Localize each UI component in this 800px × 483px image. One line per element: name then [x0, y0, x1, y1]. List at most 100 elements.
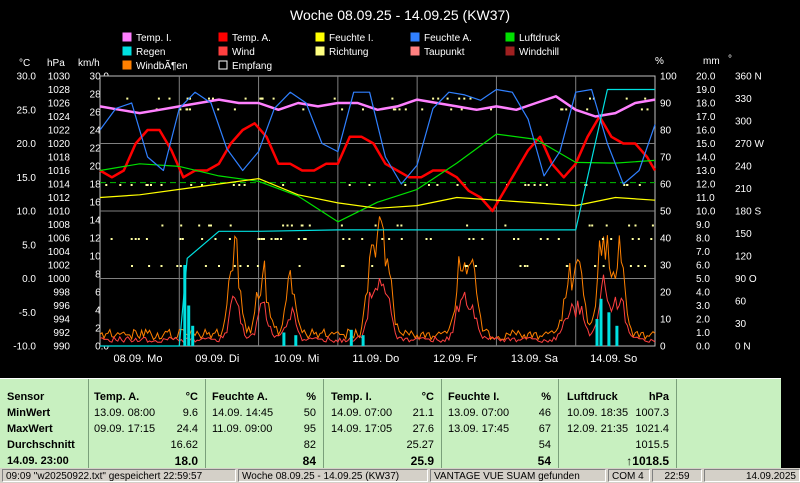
luftdruck-current: ↑1018.5: [626, 454, 669, 468]
luftdruck-panel: Luftdruck hPa 10.09. 18:35 1007.3 12.09. 2…: [559, 379, 677, 469]
wind-axis-unit: km/h: [78, 58, 100, 69]
direction-point: [629, 265, 632, 267]
direction-point: [472, 238, 475, 240]
wind-tick-label: 22.0: [90, 144, 110, 155]
feuchte-a-min-time: 14.09. 14:45: [212, 407, 274, 419]
pressure-tick-label: 1002: [48, 261, 71, 272]
direction-point: [130, 238, 133, 240]
rain-tick-label: 1.0: [696, 328, 710, 339]
legend-label: Empfang: [232, 61, 272, 72]
feuchte-a-max-time: 11.09. 09:00: [212, 423, 273, 435]
direction-point: [539, 238, 542, 240]
humidity-tick-label: 30: [660, 261, 672, 272]
humidity-tick-label: 70: [660, 153, 672, 164]
direction-point: [469, 97, 472, 100]
direction-point: [400, 224, 403, 227]
rain-bar: [191, 325, 195, 347]
humidity-axis-unit: %: [655, 56, 664, 67]
temp-axis-unit: °C: [19, 58, 30, 69]
rain-tick-label: 16.0: [696, 126, 716, 137]
feuchte-i-current: 54: [537, 454, 551, 468]
direction-point: [333, 97, 336, 100]
rain-bar: [361, 335, 365, 346]
legend-swatch: [505, 32, 515, 42]
direction-point: [204, 265, 207, 267]
direction-tick-label: 90 O: [735, 274, 757, 285]
direction-point: [610, 238, 613, 240]
temp-i-min-time: 14.09. 07:00: [331, 407, 393, 419]
humidity-tick-label: 80: [660, 126, 672, 137]
wind-tick-label: 10.0: [90, 252, 110, 263]
direction-point: [262, 238, 265, 240]
direction-point: [628, 224, 631, 227]
direction-point: [605, 224, 608, 227]
direction-point: [404, 184, 407, 186]
direction-point: [243, 184, 246, 186]
max-label: MaxWert: [7, 423, 53, 435]
direction-point: [637, 238, 640, 240]
direction-point: [176, 265, 179, 267]
direction-point: [342, 238, 345, 240]
direction-point: [208, 97, 210, 100]
direction-point: [391, 97, 394, 100]
pressure-tick-label: 1030: [48, 72, 71, 83]
direction-point: [394, 108, 397, 111]
humidity-tick-label: 90: [660, 99, 672, 110]
direction-point: [218, 265, 220, 267]
temp-a-header: Temp. A.: [94, 391, 140, 403]
series-line: [100, 88, 655, 347]
status-port: COM 4: [608, 469, 650, 482]
legend-label: Taupunkt: [424, 47, 465, 58]
direction-point: [557, 238, 560, 240]
direction-point: [180, 224, 183, 227]
direction-point: [189, 97, 191, 100]
rain-bar: [183, 265, 187, 346]
direction-point: [517, 238, 520, 240]
pressure-tick-label: 1014: [48, 180, 71, 191]
direction-point: [626, 184, 629, 186]
chart-svg: Woche 08.09.25 - 14.09.25 (KW37) Temp. I.…: [13, 7, 764, 365]
direction-point: [185, 108, 188, 111]
pressure-tick-label: 1026: [48, 99, 71, 110]
luftdruck-min: 1007.3: [635, 407, 669, 419]
temp-tick-label: -5.0: [19, 308, 37, 319]
rain-bar: [599, 298, 603, 347]
direction-point: [533, 184, 536, 186]
direction-point: [233, 108, 236, 111]
direction-point: [446, 97, 449, 100]
pressure-tick-label: 990: [53, 342, 70, 353]
direction-point: [157, 97, 160, 100]
direction-point: [421, 108, 424, 111]
direction-point: [527, 184, 530, 186]
wind-tick-label: 30.0: [90, 72, 110, 83]
temp-i-avg: 25.27: [406, 439, 434, 451]
feuchte-a-current: 84: [302, 454, 316, 468]
feuchte-i-min-time: 13.09. 07:00: [448, 407, 510, 419]
direction-point: [145, 184, 148, 186]
direction-point: [341, 108, 344, 111]
direction-point: [526, 265, 529, 267]
direction-point: [238, 184, 241, 186]
direction-point: [466, 224, 469, 227]
wind-tick-label: 18.0: [90, 180, 110, 191]
rain-bar: [595, 319, 599, 346]
weather-chart: Woche 08.09.25 - 14.09.25 (KW37) Temp. I.…: [13, 7, 765, 365]
direction-point: [276, 238, 279, 240]
min-label: MinWert: [7, 407, 51, 419]
direction-point: [546, 238, 549, 240]
direction-point: [229, 224, 232, 227]
direction-point: [465, 265, 468, 267]
legend-label: Temp. I.: [136, 33, 172, 44]
direction-point: [539, 184, 542, 186]
legend-label: Feuchte I.: [329, 33, 373, 44]
direction-point: [637, 265, 640, 267]
direction-point: [468, 238, 471, 240]
direction-point: [150, 184, 152, 186]
temp-a-max: 24.4: [176, 423, 198, 435]
pressure-tick-label: 996: [53, 301, 70, 312]
avg-label: Durchschnitt: [7, 439, 75, 451]
rain-tick-label: 9.0: [696, 220, 710, 231]
rain-bar: [349, 329, 353, 346]
legend-label: Richtung: [329, 47, 368, 58]
temp-a-min: 9.6: [182, 407, 198, 419]
